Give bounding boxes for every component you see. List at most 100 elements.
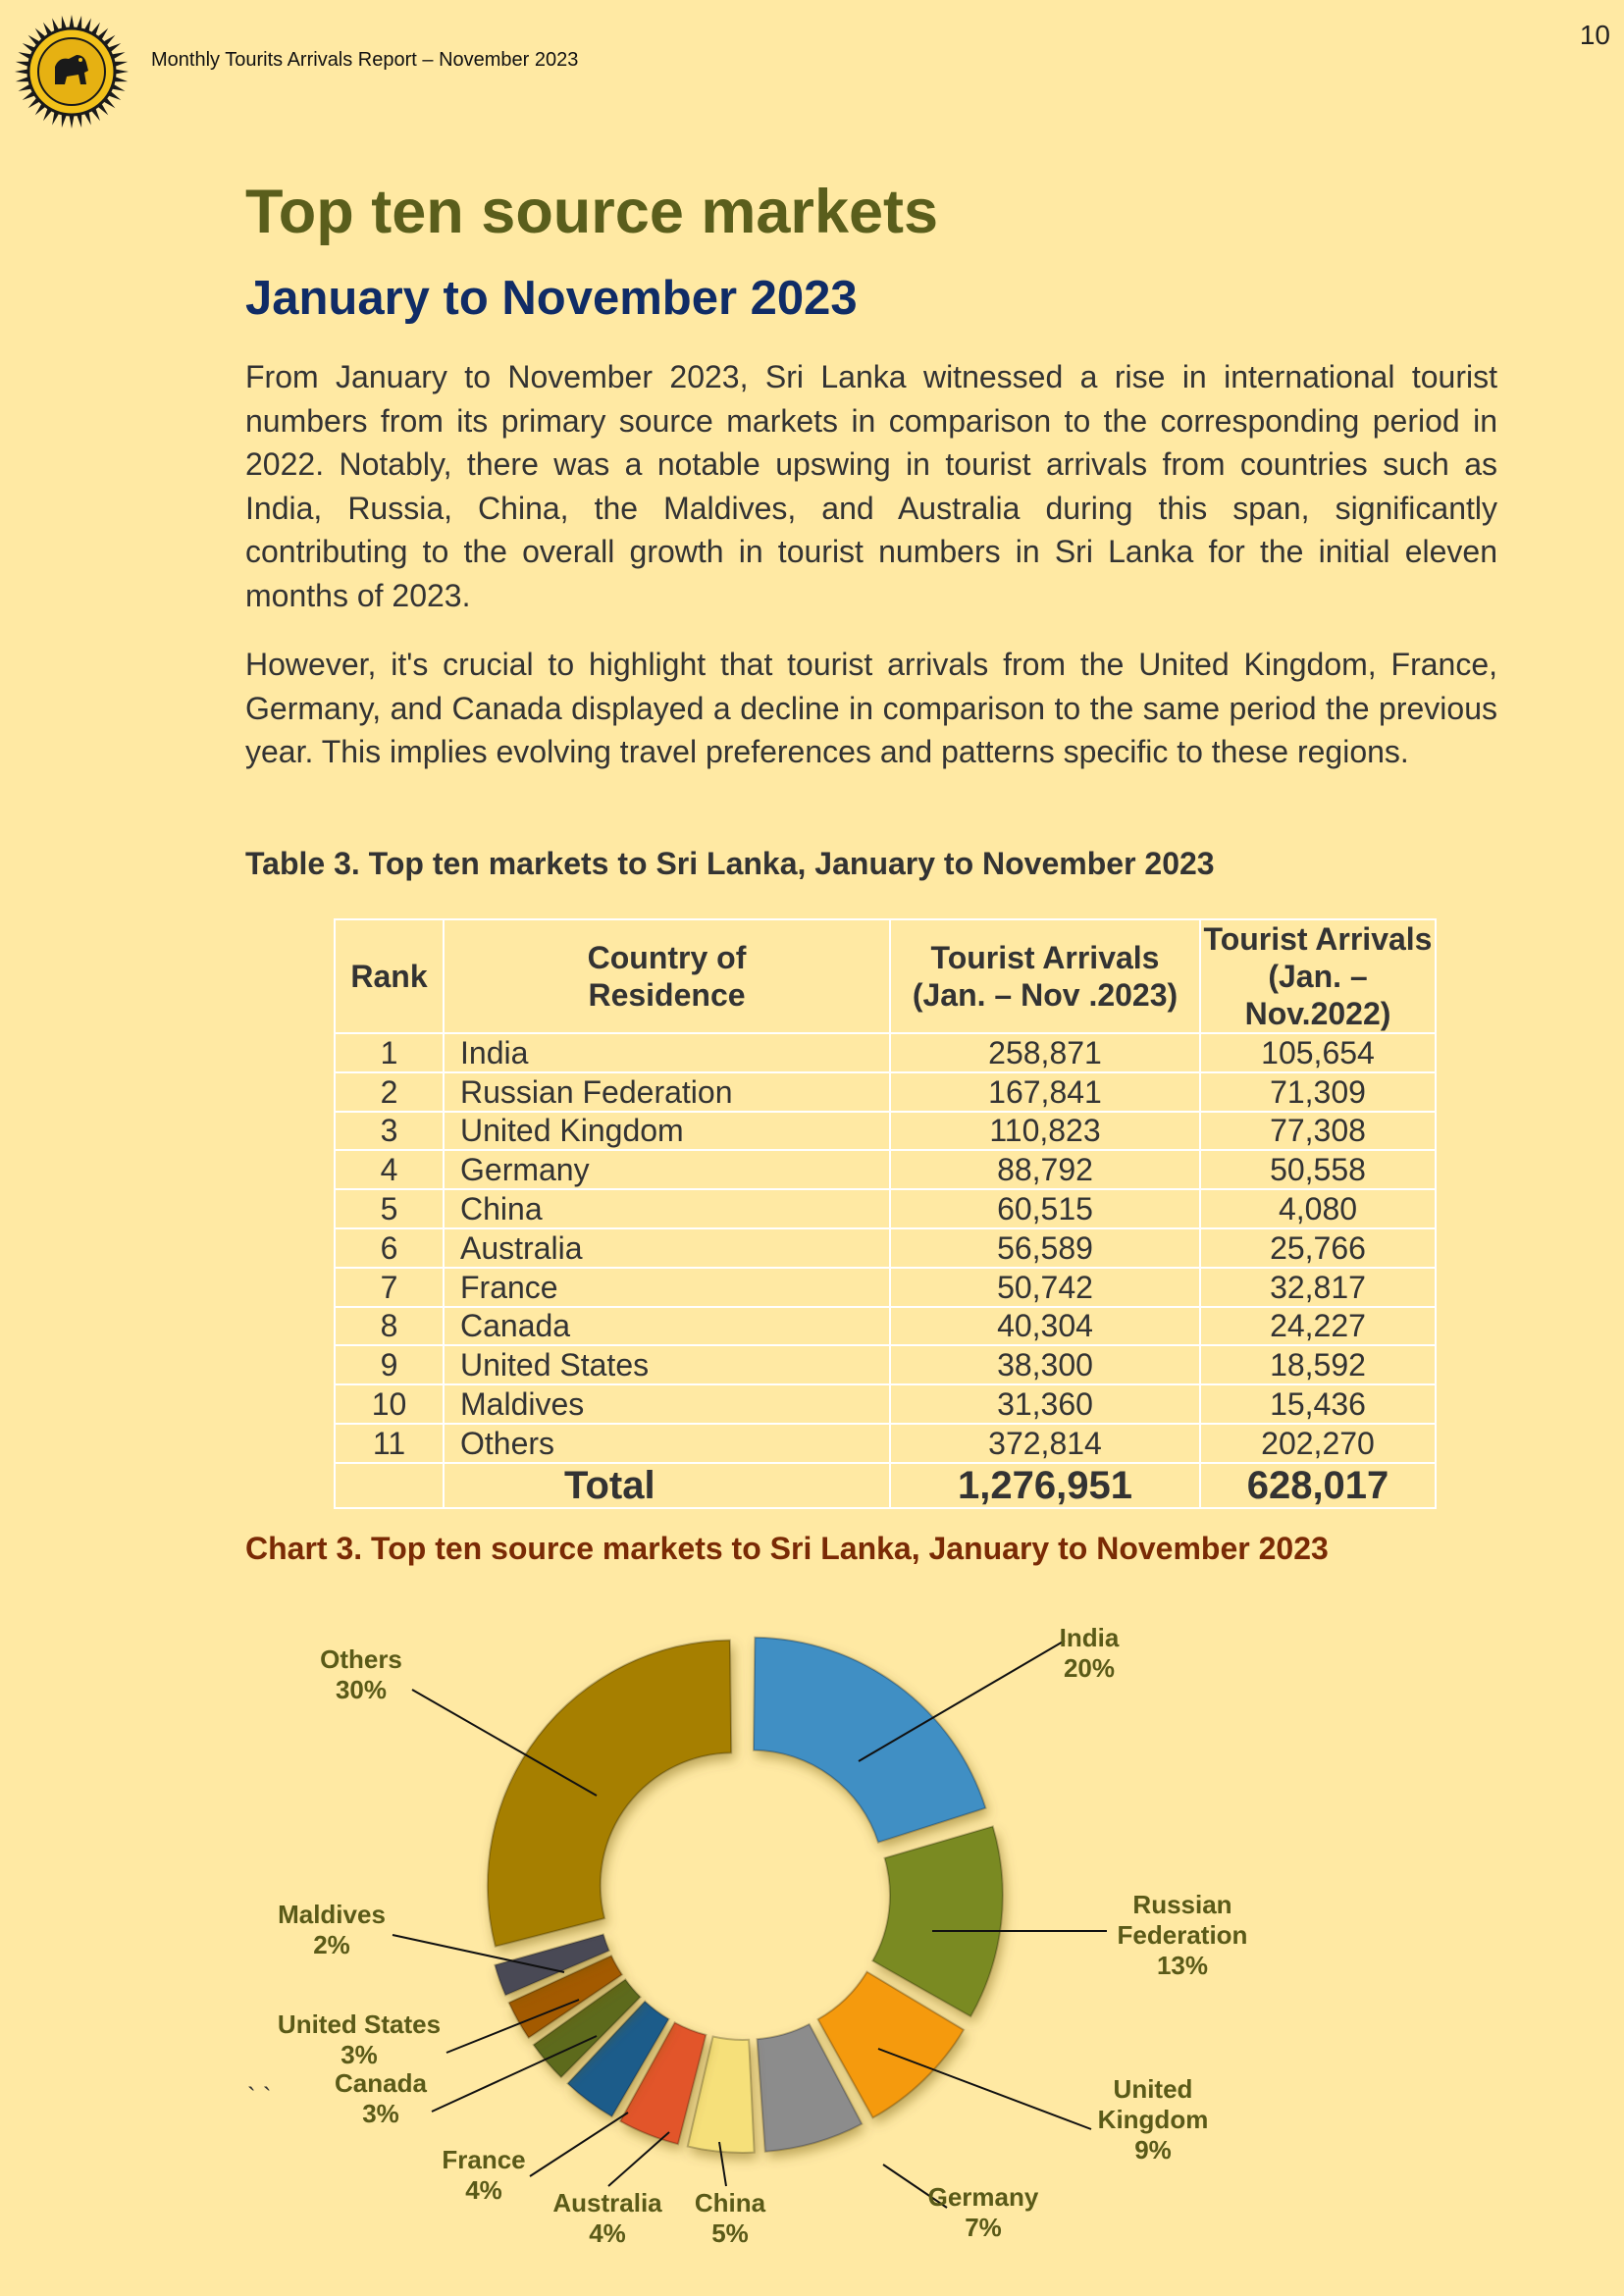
country-cell: Canada	[443, 1305, 891, 1347]
arrivals-2022-cell: 24,227	[1199, 1305, 1437, 1347]
rank-cell: 10	[334, 1383, 445, 1425]
data-label-maldives: Maldives 2%	[278, 1900, 386, 1959]
table-header-row: Rank Country of Residence Tourist Arrival…	[334, 918, 1437, 1034]
country-cell: China	[443, 1188, 891, 1229]
arrivals-2022-cell: 15,436	[1199, 1383, 1437, 1425]
donut-chart: India 20% Russian Federation 13% United Kingdo…	[278, 1623, 1248, 2248]
data-label-france: France 4%	[442, 2145, 525, 2205]
total-2023: 1,276,951	[889, 1461, 1201, 1509]
rank-cell: 2	[334, 1070, 445, 1113]
arrivals-2022-cell: 71,309	[1199, 1070, 1437, 1113]
country-cell: United Kingdom	[443, 1110, 891, 1152]
data-label-germany: Germany 7%	[928, 2182, 1039, 2242]
table-caption: Table 3. Top ten markets to Sri Lanka, J…	[245, 846, 1215, 881]
header-arrivals-2022: Tourist Arrivals (Jan. – Nov.2022)	[1199, 918, 1437, 1034]
arrivals-2023-cell: 110,823	[889, 1110, 1201, 1152]
leader-line	[882, 2164, 948, 2209]
arrivals-2023-cell: 372,814	[889, 1422, 1201, 1464]
country-cell: Maldives	[443, 1383, 891, 1425]
table-row: 9 United States 38,300 18,592	[334, 1344, 1437, 1386]
arrivals-2022-cell: 32,817	[1199, 1266, 1437, 1308]
header-rank: Rank	[334, 918, 445, 1034]
arrivals-2022-cell: 50,558	[1199, 1149, 1437, 1191]
arrivals-2023-cell: 167,841	[889, 1070, 1201, 1113]
donut-slice-india	[752, 1636, 987, 1844]
table-row: 4 Germany 88,792 50,558	[334, 1149, 1437, 1191]
donut-slice-russian-federation	[870, 1825, 1004, 2018]
data-label-united-states: United States 3%	[278, 2009, 441, 2069]
rank-cell: 7	[334, 1266, 445, 1308]
donut-slice-united-kingdom	[816, 1970, 966, 2119]
country-cell: France	[443, 1266, 891, 1308]
page-title: Top ten source markets	[245, 178, 939, 246]
arrivals-2023-cell: 88,792	[889, 1149, 1201, 1191]
country-cell: India	[443, 1032, 891, 1073]
table-row: 8 Canada 40,304 24,227	[334, 1305, 1437, 1347]
header-country: Country of Residence	[443, 918, 891, 1034]
emblem-logo	[15, 15, 129, 129]
data-label-canada: Canada 3%	[335, 2068, 427, 2128]
leader-line	[718, 2141, 727, 2187]
page-subtitle: January to November 2023	[245, 272, 858, 325]
page-number: 10	[1579, 20, 1610, 50]
arrivals-2023-cell: 38,300	[889, 1344, 1201, 1386]
arrivals-2023-cell: 56,589	[889, 1226, 1201, 1269]
table-row: 5 China 60,515 4,080	[334, 1188, 1437, 1229]
rank-cell: 11	[334, 1422, 445, 1464]
table-row: 7 France 50,742 32,817	[334, 1266, 1437, 1308]
rank-cell: 4	[334, 1149, 445, 1191]
donut-slice-australia	[618, 2020, 707, 2146]
total-2022: 628,017	[1199, 1461, 1437, 1509]
donut-slice-others	[486, 1639, 733, 1948]
report-header-title: Monthly Tourits Arrivals Report – Novemb…	[151, 49, 579, 71]
table-row: 3 United Kingdom 110,823 77,308	[334, 1110, 1437, 1152]
country-cell: United States	[443, 1344, 891, 1386]
table-row: 1 India 258,871 105,654	[334, 1032, 1437, 1073]
arrivals-2023-cell: 40,304	[889, 1305, 1201, 1347]
arrivals-2023-cell: 60,515	[889, 1188, 1201, 1229]
donut-slice-maldives	[494, 1933, 611, 1997]
donut-slice-france	[566, 2000, 670, 2118]
leader-line	[392, 1934, 565, 1973]
chart-caption: Chart 3. Top ten source markets to Sri L…	[245, 1531, 1329, 1566]
leader-line	[529, 2112, 629, 2177]
table-row: 2 Russian Federation 167,841 71,309	[334, 1070, 1437, 1113]
table-row: 6 Australia 56,589 25,766	[334, 1226, 1437, 1269]
rank-cell: 1	[334, 1032, 445, 1073]
leader-line	[445, 1999, 580, 2054]
table-total-row: Total 1,276,951 628,017	[334, 1461, 1437, 1509]
donut-slice-china	[686, 2035, 756, 2154]
data-label-united-kingdom: United Kingdom 9%	[1098, 2074, 1209, 2165]
decline-paragraph: However, it's crucial to highlight that …	[245, 647, 1497, 769]
rank-cell: 6	[334, 1226, 445, 1269]
total-label: Total	[443, 1461, 891, 1509]
intro-paragraph: From January to November 2023, Sri Lanka…	[245, 359, 1497, 613]
rank-cell: 3	[334, 1110, 445, 1152]
rank-cell: 5	[334, 1188, 445, 1229]
rank-cell: 8	[334, 1305, 445, 1347]
arrivals-2022-cell: 4,080	[1199, 1188, 1437, 1229]
arrivals-2022-cell: 202,270	[1199, 1422, 1437, 1464]
country-cell: Germany	[443, 1149, 891, 1191]
arrivals-2022-cell: 105,654	[1199, 1032, 1437, 1073]
header-arrivals-2023: Tourist Arrivals (Jan. – Nov .2023)	[889, 918, 1201, 1034]
leader-line	[607, 2131, 670, 2187]
country-cell: Others	[443, 1422, 891, 1464]
data-label-australia: Australia 4%	[552, 2188, 662, 2248]
top-markets-table: Rank Country of Residence Tourist Arrival…	[334, 918, 1437, 1509]
arrivals-2023-cell: 258,871	[889, 1032, 1201, 1073]
country-cell: Russian Federation	[443, 1070, 891, 1113]
donut-slice-germany	[756, 2022, 864, 2153]
country-cell: Australia	[443, 1226, 891, 1269]
rank-cell: 9	[334, 1344, 445, 1386]
data-label-india: India 20%	[1060, 1623, 1120, 1683]
leader-line	[858, 1640, 1066, 1762]
leader-line	[411, 1689, 598, 1797]
table-row: 11 Others 372,814 202,270	[334, 1422, 1437, 1464]
arrivals-2022-cell: 18,592	[1199, 1344, 1437, 1386]
leader-line	[431, 2035, 598, 2113]
arrivals-2023-cell: 31,360	[889, 1383, 1201, 1425]
arrivals-2022-cell: 25,766	[1199, 1226, 1437, 1269]
total-rank-cell	[334, 1461, 445, 1509]
arrivals-2023-cell: 50,742	[889, 1266, 1201, 1308]
